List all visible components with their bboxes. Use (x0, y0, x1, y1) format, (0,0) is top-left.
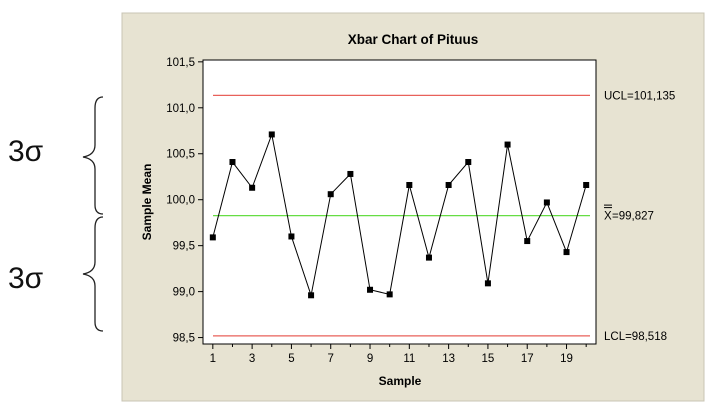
data-point (406, 181, 413, 188)
x-tick-label: 11 (403, 353, 415, 365)
control-limit-lines (213, 94, 590, 337)
data-point (484, 280, 491, 287)
data-point (543, 199, 550, 206)
data-point (327, 191, 334, 198)
y-tick-label: 100,0 (166, 195, 195, 207)
upper-sigma-label: 3σ (8, 135, 44, 168)
x-tick-label: 9 (367, 353, 373, 365)
data-point (249, 184, 256, 191)
lower-sigma-label: 3σ (8, 262, 44, 295)
y-tick-label: 99,0 (173, 287, 195, 299)
center-line-label: X =99,827 (604, 204, 654, 223)
upper-brace-icon (82, 96, 104, 215)
data-point (367, 286, 374, 293)
center-label-symbol: X (604, 211, 612, 223)
data-point (229, 159, 236, 166)
data-point (524, 238, 531, 245)
lower-brace-icon (82, 216, 104, 332)
series-line (212, 132, 587, 298)
x-tick-label: 13 (442, 353, 455, 365)
x-axis-label: Sample (379, 374, 422, 388)
y-tick-label: 101,0 (166, 103, 195, 115)
data-point (425, 254, 432, 261)
y-axis-ticks: 98,5 99,0 99,5 100,0 100,5 101,0 101,5 (166, 57, 203, 345)
data-point (563, 249, 570, 256)
data-point (504, 141, 511, 148)
x-tick-label: 15 (482, 353, 495, 365)
chart-title: Xbar Chart of Pituus (348, 32, 479, 47)
data-point (347, 170, 354, 177)
center-label-text: =99,827 (612, 211, 654, 223)
y-tick-label: 100,5 (166, 149, 195, 161)
data-point (288, 233, 295, 240)
y-axis-label: Sample Mean (140, 164, 154, 241)
y-tick-label: 99,5 (173, 241, 195, 253)
ucl-label: UCL=101,135 (604, 90, 675, 102)
sample-mean-series (209, 131, 590, 299)
data-point (445, 181, 452, 188)
data-point (308, 292, 315, 299)
data-point (268, 131, 275, 138)
data-point (583, 181, 590, 188)
x-tick-label: 1 (210, 353, 216, 365)
data-point (465, 159, 472, 166)
y-tick-label: 98,5 (173, 333, 195, 345)
x-tick-label: 7 (328, 353, 334, 365)
data-point (209, 234, 216, 241)
x-axis-ticks: 1 3 5 7 9 11 13 15 17 19 (210, 344, 587, 365)
y-tick-label: 101,5 (166, 57, 195, 69)
x-tick-label: 17 (521, 353, 534, 365)
data-point (386, 291, 393, 298)
x-tick-label: 19 (560, 353, 573, 365)
x-tick-label: 3 (249, 353, 255, 365)
x-tick-label: 5 (288, 353, 294, 365)
lcl-label: LCL=98,518 (604, 331, 667, 343)
plot-area (202, 59, 597, 345)
